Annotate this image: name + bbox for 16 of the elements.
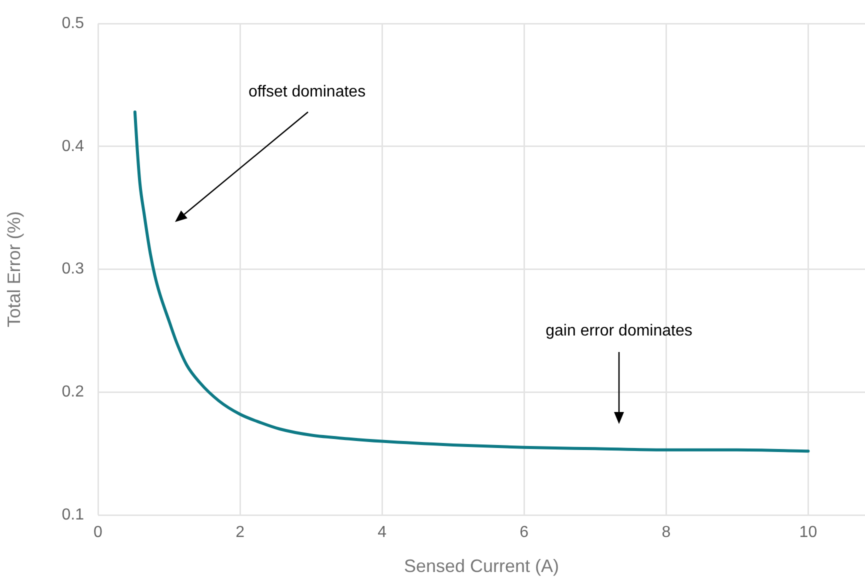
y-tick-label: 0.4 xyxy=(62,138,84,155)
line-series xyxy=(133,110,810,453)
x-tick-label: 2 xyxy=(236,524,245,542)
y-tick-label: 0.5 xyxy=(62,15,84,32)
x-tick-label: 10 xyxy=(799,524,818,542)
x-axis-title: Sensed Current (A) xyxy=(404,556,560,576)
x-tick-label: 4 xyxy=(378,524,387,542)
x-tick-label: 8 xyxy=(662,524,671,542)
x-tick-label: 0 xyxy=(94,524,103,542)
annotation: gain error dominates xyxy=(546,322,692,340)
y-tick-label: 0.3 xyxy=(62,260,84,278)
y-tick-label: 0.1 xyxy=(62,506,84,524)
x-tick-label: 6 xyxy=(520,524,529,542)
y-tick-label: 0.2 xyxy=(62,384,84,401)
y-axis-title: Total Error (%) xyxy=(4,211,24,328)
annotation: offset dominates xyxy=(248,83,366,100)
